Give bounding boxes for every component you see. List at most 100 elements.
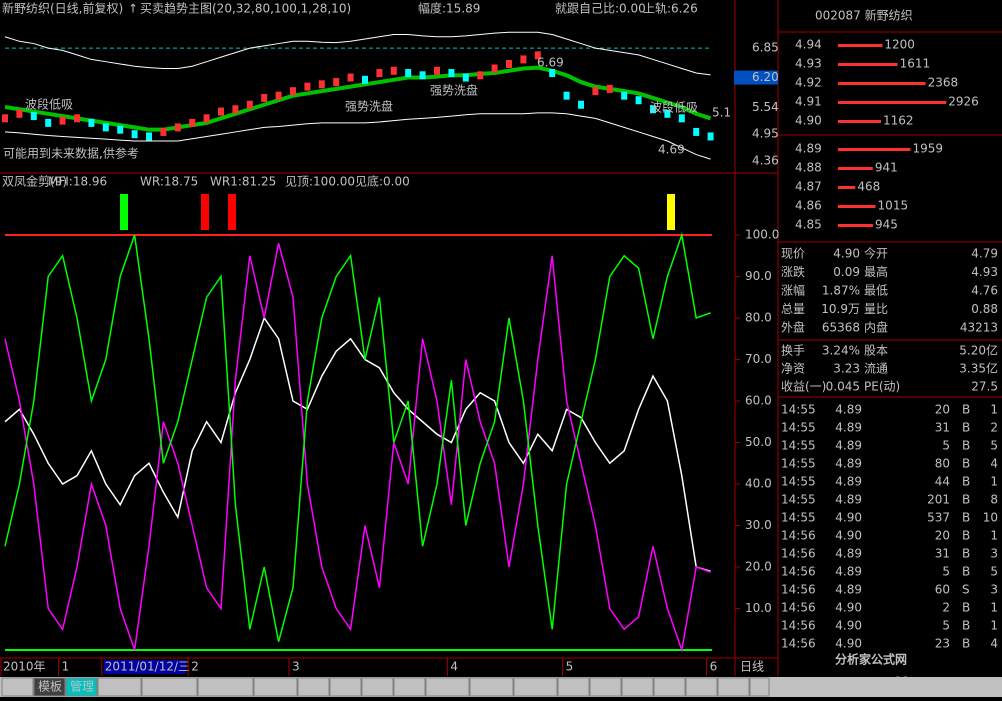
tab[interactable] [425, 677, 470, 697]
y-tick-label: 6.85 [752, 41, 779, 55]
trade-price: 4.89 [835, 421, 862, 435]
trade-price: 4.89 [835, 493, 862, 507]
trade-volume: 201 [927, 493, 950, 507]
trade-time: 14:55 [781, 403, 816, 417]
watermark: www.88gs.com [862, 675, 953, 689]
signal-bar [201, 194, 209, 230]
order-volume: 1162 [883, 114, 914, 128]
trade-time: 14:56 [781, 637, 816, 651]
tab-label[interactable]: 逃顶 [334, 680, 358, 694]
tab-label[interactable]: 管理 [70, 679, 94, 694]
trade-time: 14:55 [781, 439, 816, 453]
trade-price: 4.90 [835, 601, 862, 615]
tab[interactable] [717, 677, 750, 697]
trade-price: 4.90 [835, 529, 862, 543]
trade-volume: 5 [942, 565, 950, 579]
tab-label[interactable]: 模板 [38, 680, 62, 694]
tab-label[interactable]: 实盘一 [474, 679, 510, 694]
annotation: 6.69 [537, 56, 564, 70]
trade-volume: 5 [942, 439, 950, 453]
tab-label[interactable]: 指标 [6, 679, 30, 694]
candle [376, 69, 383, 78]
trade-count: 1 [990, 601, 998, 615]
stat-label: 最低 [864, 284, 888, 298]
tab-label[interactable]: 月画 [722, 680, 746, 694]
stat-label: 今开 [864, 246, 888, 261]
stat-value: 0.09 [833, 265, 860, 279]
tab-label[interactable]: 主图 [562, 680, 586, 694]
trade-count: 1 [990, 529, 998, 543]
y-tick-label: 100.0 [745, 228, 779, 242]
stat-value: 4.76 [971, 284, 998, 298]
order-price: 4.94 [795, 38, 822, 52]
order-volume: 2368 [928, 76, 959, 90]
x-tick-label: 2 [191, 660, 199, 674]
stock-name: 002087 新野纺织 [815, 8, 913, 23]
tab-label[interactable]: 周态 [690, 680, 714, 694]
tab[interactable] [557, 677, 590, 697]
order-volume: 1200 [884, 38, 915, 52]
candle [146, 132, 152, 141]
trade-volume: 80 [935, 457, 950, 471]
candle [491, 64, 498, 73]
y-tick-label: 80.0 [745, 311, 772, 325]
trade-price: 4.90 [835, 637, 862, 651]
tab-label[interactable]: 反向思维 [146, 679, 194, 694]
annotation: 可能用到未来数据,供参考 [3, 146, 139, 161]
trade-side: B [962, 439, 970, 453]
candle [102, 123, 109, 132]
tab[interactable] [253, 677, 298, 697]
volume-bar [838, 44, 883, 47]
stat-value: 3.24% [822, 344, 860, 358]
tab[interactable] [33, 677, 66, 697]
y-tick-label: 20.0 [745, 560, 772, 574]
tab-label[interactable]: 量价 [366, 680, 390, 694]
tab[interactable] [469, 677, 514, 697]
trade-side: B [962, 511, 970, 525]
order-volume: 468 [857, 180, 880, 194]
tab-label[interactable]: 抄底 [302, 679, 326, 694]
tab-label[interactable]: 笔 [754, 679, 766, 694]
order-volume: 1611 [900, 57, 931, 71]
tab[interactable] [329, 677, 362, 697]
tab[interactable] [97, 677, 142, 697]
tab[interactable] [589, 677, 622, 697]
tab-label[interactable]: 另存为 [102, 680, 138, 694]
tab[interactable] [749, 677, 770, 697]
tab[interactable] [141, 677, 198, 697]
stat-value: 43213 [960, 321, 998, 335]
watermark: 分析家公式网 [835, 652, 907, 667]
trade-side: S [962, 583, 970, 597]
candle [275, 91, 282, 100]
tab[interactable] [361, 677, 394, 697]
signal-bar [120, 194, 128, 230]
tab-label[interactable]: 短抄王 [518, 680, 554, 694]
tab[interactable] [297, 677, 330, 697]
candle [174, 123, 181, 132]
tab[interactable] [197, 677, 254, 697]
tab-label[interactable]: 园周 [658, 680, 682, 694]
trend-line [4, 65, 712, 132]
tab[interactable] [1, 677, 34, 697]
tab[interactable] [653, 677, 686, 697]
tab[interactable] [685, 677, 718, 697]
tab-label[interactable]: 实盘二 [430, 679, 466, 694]
band-line [4, 31, 711, 76]
tab-label[interactable]: 月图 [626, 680, 650, 694]
candle [59, 116, 66, 125]
candle [30, 112, 37, 121]
candle [520, 55, 527, 64]
arrow-icon: ↑ [128, 2, 138, 16]
tab-label[interactable]: 资金 [398, 679, 422, 694]
tab-label[interactable]: 秀色可餐 [202, 679, 250, 694]
tab[interactable] [513, 677, 558, 697]
header-stat: 见顶:100.00 [285, 175, 355, 189]
tab[interactable] [393, 677, 426, 697]
tab-label[interactable]: 日图 [594, 680, 618, 694]
tab[interactable] [621, 677, 654, 697]
candle [261, 93, 268, 102]
tab-label[interactable]: 顶或底 [258, 679, 294, 694]
stat-label: 最高 [864, 264, 888, 279]
tab[interactable] [65, 677, 98, 697]
candle [246, 100, 253, 109]
